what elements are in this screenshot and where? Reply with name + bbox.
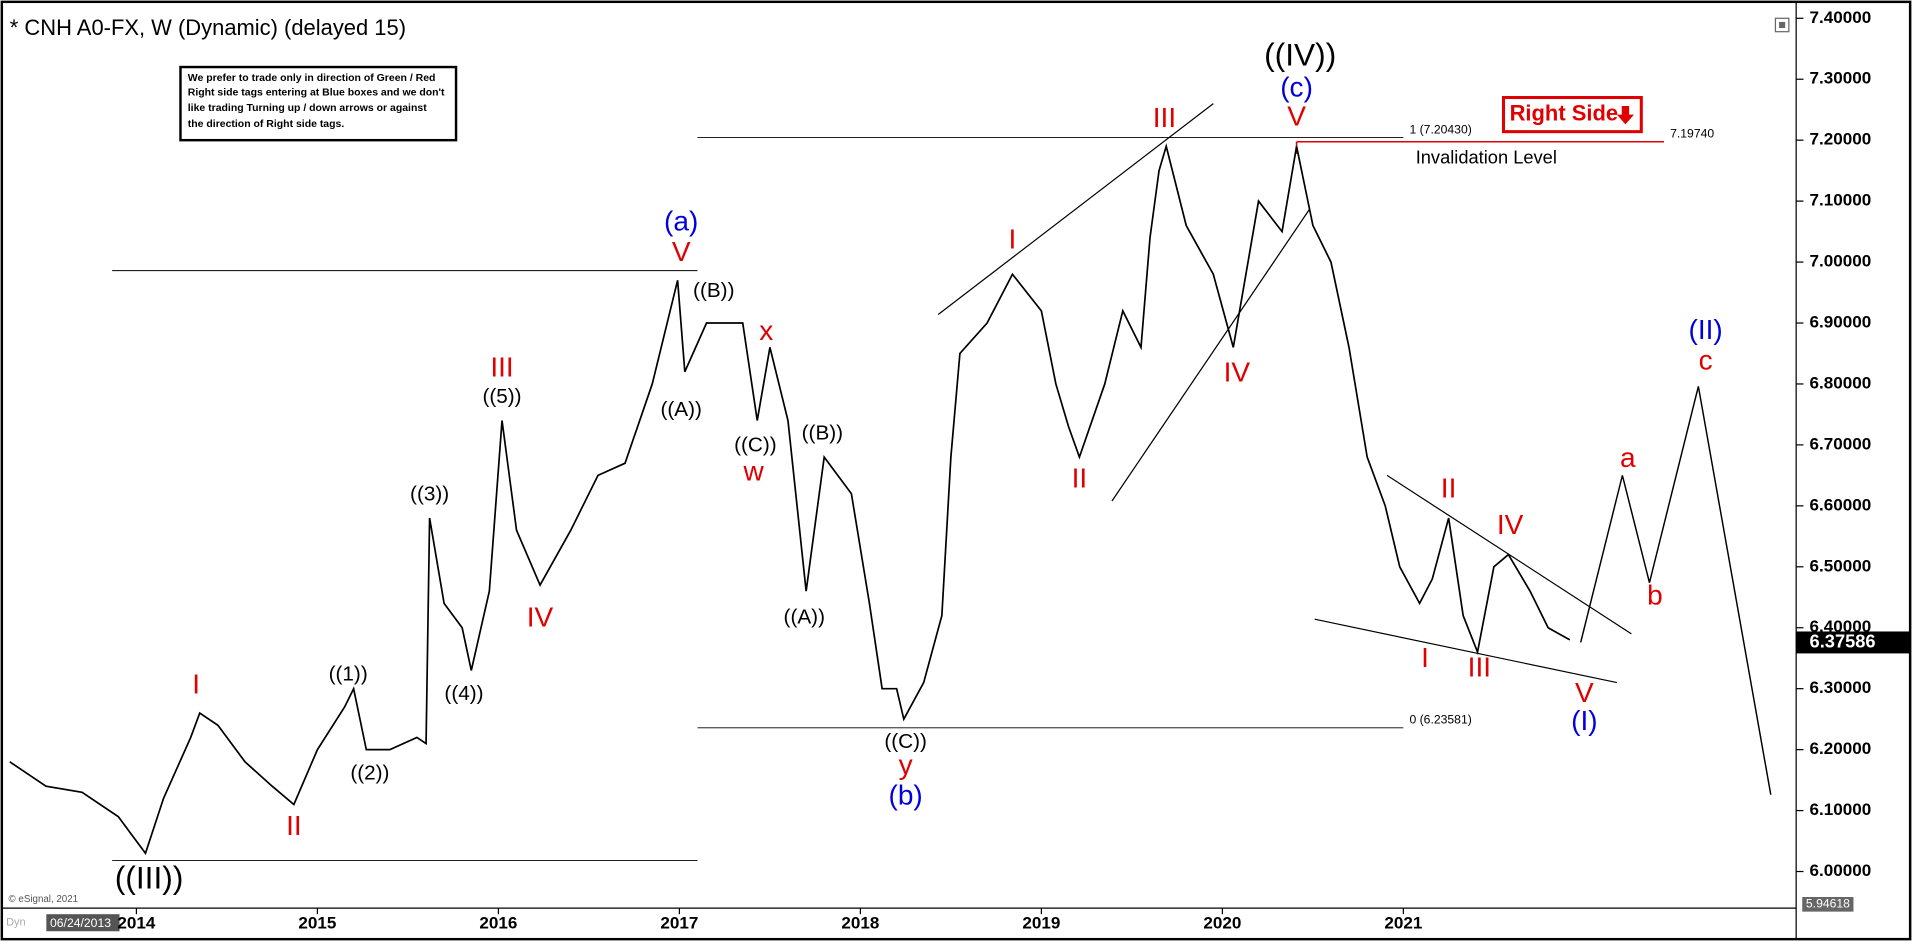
wave-label: ((B)) — [802, 421, 843, 444]
y-tick-label: 6.20000 — [1810, 739, 1872, 758]
start-date-box — [46, 914, 120, 932]
wave-label: IV — [1497, 509, 1524, 540]
note-line: We prefer to trade only in direction of … — [188, 73, 436, 84]
wave-label: (b) — [888, 780, 922, 811]
wave-label: III — [1153, 102, 1176, 133]
wave-label: ((A)) — [784, 605, 825, 628]
wave-label: III — [490, 352, 513, 383]
y-tick-label: 6.80000 — [1810, 373, 1872, 392]
y-tick-label: 7.00000 — [1810, 252, 1872, 271]
note-line: the direction of Right side tags. — [188, 119, 345, 130]
fib-level-label: 0 (6.23581) — [1409, 713, 1471, 727]
x-tick-label: 2021 — [1384, 913, 1422, 932]
wave-label: ((C)) — [884, 730, 927, 753]
wave-label: III — [1468, 652, 1491, 683]
wave-label: II — [1072, 463, 1088, 494]
wave-label: ((4)) — [444, 682, 483, 705]
wave-label: ((IV)) — [1264, 37, 1336, 73]
wave-label: ((C)) — [734, 434, 777, 457]
wave-label: (II) — [1688, 314, 1722, 345]
wave-label: y — [899, 749, 913, 780]
y-tick-label: 6.70000 — [1810, 434, 1872, 453]
wave-label: c — [1699, 344, 1713, 375]
wave-label: ((5)) — [482, 385, 521, 408]
wave-label: (a) — [664, 205, 698, 236]
wave-label: IV — [1224, 357, 1251, 388]
mode-label: Dyn — [6, 917, 26, 929]
x-tick-label: 2020 — [1203, 913, 1241, 932]
price-axis-panel — [1795, 1, 1911, 940]
wave-label: IV — [527, 602, 554, 633]
trendline — [1111, 209, 1310, 502]
y-tick-label: 6.10000 — [1810, 800, 1872, 819]
wave-label: (I) — [1571, 705, 1597, 736]
y-tick-label: 6.90000 — [1810, 313, 1872, 332]
fib-level-label: 1 (7.20430) — [1409, 122, 1471, 136]
wave-label: I — [1421, 642, 1429, 673]
axis-bottom-box — [1802, 897, 1854, 912]
panel-icon-inner — [1779, 21, 1786, 29]
y-tick-label: 7.10000 — [1810, 191, 1872, 210]
wave-label: x — [759, 315, 773, 346]
note-line: Right side tags entering at Blue boxes a… — [188, 87, 445, 98]
axis-bottom-label: 5.94618 — [1806, 897, 1850, 911]
wave-label: ((3)) — [410, 482, 449, 505]
x-tick-label: 2018 — [841, 913, 879, 932]
x-tick-label: 2014 — [117, 913, 155, 932]
note-box — [179, 65, 458, 142]
x-tick-label: 2017 — [660, 913, 698, 932]
wave-label: II — [1441, 472, 1457, 503]
down-arrow-icon — [1616, 106, 1634, 125]
y-tick-label: 6.00000 — [1810, 861, 1872, 880]
wave-label: V — [1287, 101, 1306, 132]
note-line: like trading Turning up / down arrows or… — [188, 103, 427, 114]
y-tick-label: 6.50000 — [1810, 556, 1872, 575]
x-tick-label: 2015 — [298, 913, 336, 932]
trendline — [1314, 618, 1618, 684]
chart-title: * CNH A0-FX, W (Dynamic) (delayed 15) — [10, 15, 406, 40]
wave-label: I — [192, 669, 200, 700]
y-tick-label: 7.20000 — [1810, 130, 1872, 149]
trendline — [937, 103, 1214, 315]
y-tick-label: 7.30000 — [1810, 69, 1872, 88]
wave-label: V — [672, 236, 691, 267]
wave-label: ((2)) — [350, 761, 389, 784]
projection-line — [1579, 386, 1772, 795]
start-date: 06/24/2013 — [50, 916, 111, 930]
wave-label: ((III)) — [115, 859, 184, 895]
wave-label: (c) — [1280, 71, 1313, 102]
wave-label: ((A)) — [660, 398, 701, 421]
right-side-tag: Right Side — [1510, 100, 1618, 125]
y-tick-label: 6.60000 — [1810, 495, 1872, 514]
price-line — [9, 143, 1571, 856]
wave-label: w — [742, 455, 764, 486]
last-price-box — [1796, 631, 1910, 654]
wave-label: V — [1575, 677, 1594, 708]
wave-label: I — [1009, 224, 1017, 255]
x-tick-label: 2019 — [1022, 913, 1060, 932]
wave-label: a — [1620, 442, 1636, 473]
last-price-label: 6.37586 — [1810, 630, 1876, 651]
note: We prefer to trade only in direction of … — [188, 73, 445, 130]
y-tick-label: 7.40000 — [1810, 8, 1872, 27]
wave-label: II — [286, 810, 302, 841]
x-tick-label: 2016 — [479, 913, 517, 932]
y-tick-label: 6.30000 — [1810, 678, 1872, 697]
wave-label: ((B)) — [693, 279, 734, 302]
invalidation-value: 7.19740 — [1670, 127, 1714, 141]
invalidation-text: Invalidation Level — [1416, 146, 1557, 167]
wave-label: b — [1647, 580, 1663, 611]
wave-label: ((1)) — [329, 663, 368, 686]
copyright: © eSignal, 2021 — [9, 894, 79, 905]
